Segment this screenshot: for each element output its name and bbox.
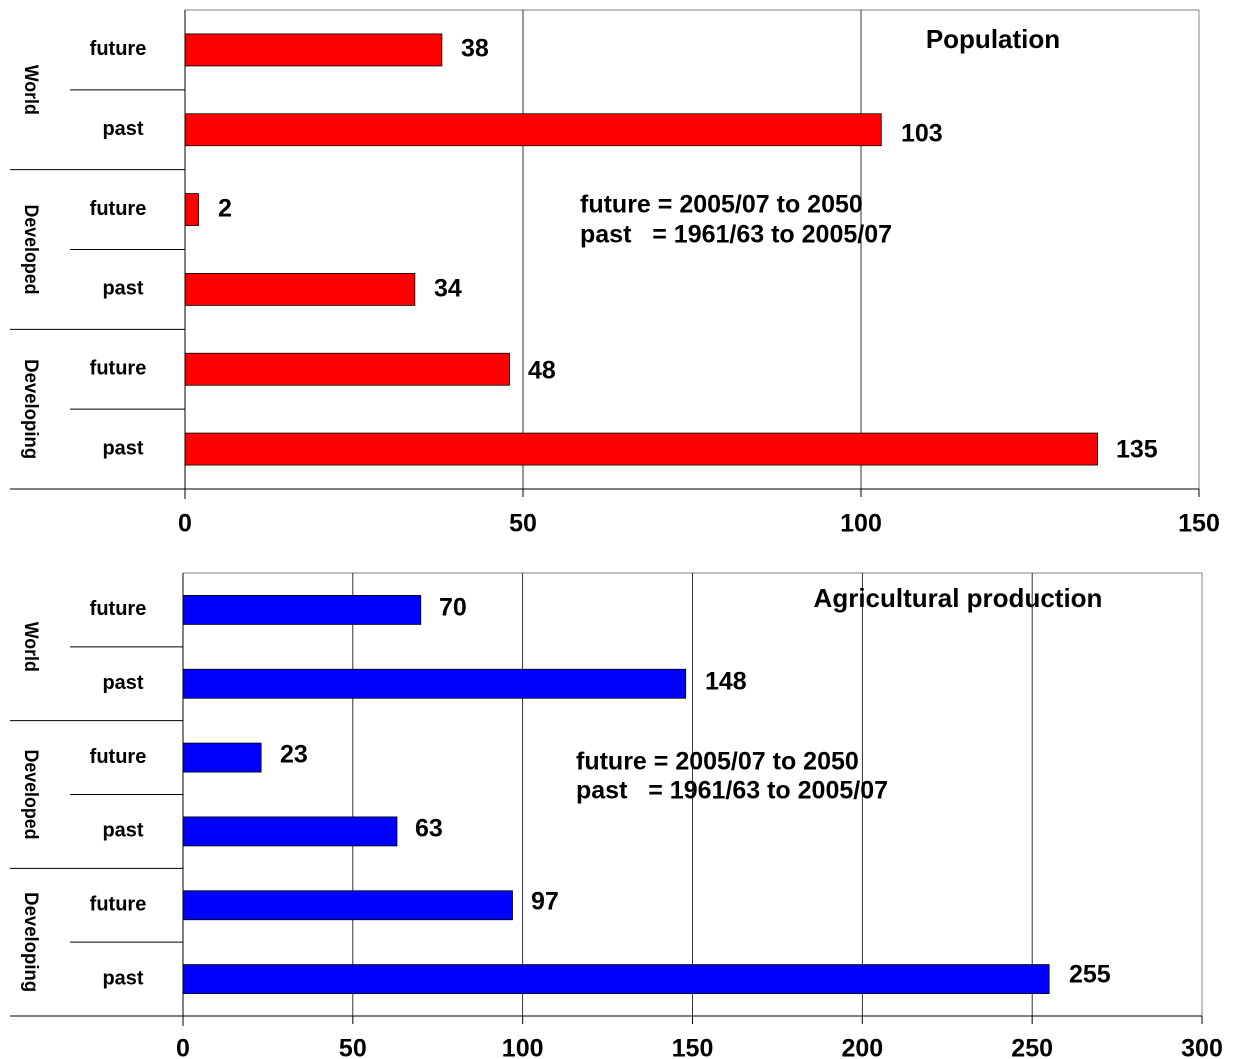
bar	[184, 352, 510, 386]
data-label: 23	[280, 741, 308, 769]
data-label: 135	[1116, 436, 1158, 464]
data-label: 63	[415, 815, 443, 843]
category-label: past	[102, 437, 143, 459]
x-tick-label: 0	[176, 1035, 190, 1059]
annotation: past = 1961/63 to 2005/07	[576, 777, 888, 805]
category-label: future	[90, 598, 147, 620]
x-tick-label: 300	[1181, 1035, 1223, 1059]
category-label: past	[102, 820, 143, 842]
annotation: past = 1961/63 to 2005/07	[580, 221, 892, 249]
x-tick-label: 150	[672, 1035, 714, 1059]
annotation: future = 2005/07 to 2050	[580, 191, 863, 219]
bar	[182, 742, 262, 773]
category-label: past	[102, 967, 143, 989]
group-label: Developing	[20, 359, 41, 459]
x-tick-label: 150	[1178, 510, 1220, 538]
bar	[184, 193, 199, 226]
x-tick-label: 200	[841, 1035, 883, 1059]
category-label: past	[102, 118, 143, 140]
x-tick-label: 50	[339, 1035, 367, 1059]
bar	[184, 273, 416, 306]
data-label: 255	[1069, 961, 1111, 989]
bar	[182, 668, 687, 699]
chart-title: Population	[926, 24, 1060, 54]
data-label: 34	[434, 275, 462, 303]
category-label: past	[102, 672, 143, 694]
bar	[184, 33, 443, 67]
x-tick-label: 250	[1011, 1035, 1053, 1059]
bar	[182, 816, 398, 847]
data-label: 70	[439, 594, 467, 622]
bar	[182, 595, 422, 625]
group-label: Developed	[20, 750, 41, 840]
x-tick-label: 0	[178, 510, 192, 538]
group-label: Developed	[20, 205, 41, 295]
x-tick-label: 50	[509, 510, 537, 538]
data-label: 38	[461, 35, 489, 63]
bar	[184, 113, 882, 147]
bar	[182, 964, 1050, 994]
category-label: future	[90, 894, 147, 916]
chart-2: 70 148 23 63 97 255 0 50 100 150 200 250 300 future pa…	[10, 572, 1223, 1059]
group-label: World	[20, 622, 41, 672]
chart-1: 38 103 2 34 48 135 0 50 100 150 future past future pa…	[10, 9, 1220, 538]
category-label: future	[90, 358, 147, 380]
category-label: past	[102, 278, 143, 300]
category-label: future	[90, 38, 147, 60]
annotation: future = 2005/07 to 2050	[576, 748, 859, 776]
chart-title: Agricultural production	[814, 583, 1103, 613]
x-tick-label: 100	[840, 510, 882, 538]
data-label: 97	[531, 888, 559, 916]
group-label: World	[20, 65, 41, 115]
data-label: 48	[528, 357, 556, 385]
data-label: 148	[705, 668, 747, 696]
bar	[182, 890, 513, 921]
data-label: 2	[218, 195, 232, 223]
bar	[184, 432, 1098, 466]
data-label: 103	[901, 120, 943, 148]
group-label: Developing	[20, 892, 41, 992]
x-tick-label: 100	[502, 1035, 544, 1059]
category-label: future	[90, 746, 147, 768]
category-label: future	[90, 198, 147, 220]
